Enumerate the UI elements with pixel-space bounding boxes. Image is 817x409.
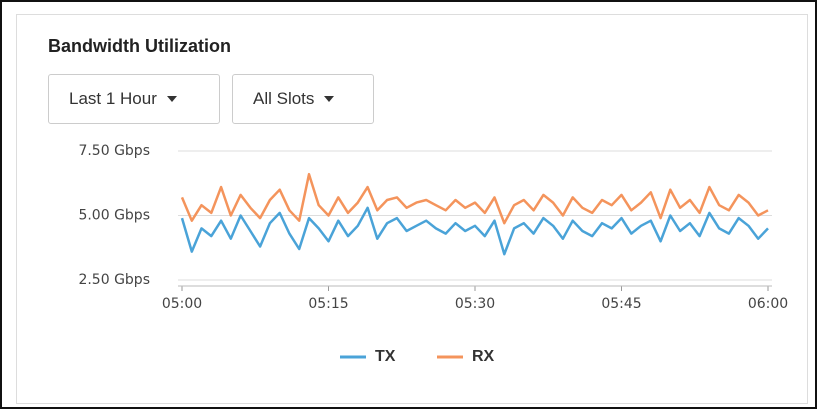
dropdown-arrow xyxy=(166,96,177,102)
dropdown-label: All Slots xyxy=(253,89,315,108)
series-line xyxy=(180,206,769,256)
y-tick-label: 5.00 Gbps xyxy=(78,208,150,224)
y-tick-label: 2.50 Gbps xyxy=(78,272,150,288)
x-tick-label: 05:00 xyxy=(162,296,202,312)
widget-title: Bandwidth Utilization xyxy=(48,36,231,56)
legend-label: TX xyxy=(375,348,396,365)
x-tick-label: 06:00 xyxy=(748,296,788,312)
slot-dropdown[interactable]: All Slots xyxy=(232,74,374,124)
dropdown-label: Last 1 Hour xyxy=(69,89,157,108)
dropdown-arrow xyxy=(324,96,335,102)
time-dropdown[interactable]: Last 1 Hour xyxy=(48,74,220,124)
x-tick-label: 05:15 xyxy=(308,296,348,312)
legend-label: RX xyxy=(472,348,495,365)
x-tick-label: 05:45 xyxy=(601,296,641,312)
y-tick-label: 7.50 Gbps xyxy=(78,143,150,159)
x-tick-label: 05:30 xyxy=(455,296,495,312)
series-line xyxy=(180,172,769,225)
widget-card xyxy=(16,14,808,404)
